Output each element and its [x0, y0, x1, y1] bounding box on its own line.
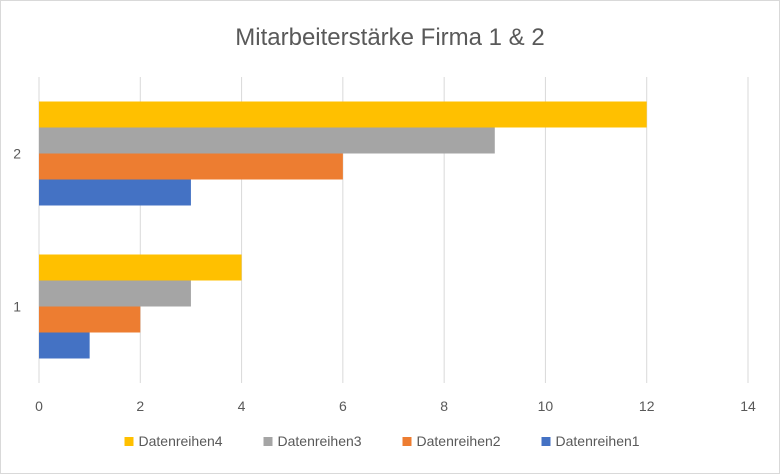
bar-Datenreihen1-cat-1 — [39, 332, 90, 359]
bar-Datenreihen2-cat-1 — [39, 306, 141, 333]
legend-swatch-Datenreihen4 — [124, 437, 134, 446]
legend-label-Datenreihen4: Datenreihen4 — [139, 433, 223, 449]
y-tick-label-1: 1 — [13, 299, 21, 315]
legend-swatch-Datenreihen3 — [263, 437, 273, 446]
x-axis-ticks: 0 2 4 6 8 10 12 14 — [35, 398, 756, 414]
legend-swatch-Datenreihen2 — [402, 437, 412, 446]
bar-Datenreihen4-cat-1 — [39, 254, 242, 281]
bars — [39, 101, 647, 359]
bar-Datenreihen4-cat-2 — [39, 101, 647, 128]
x-tick-label-12: 12 — [639, 398, 655, 414]
bar-Datenreihen1-cat-2 — [39, 179, 191, 206]
legend-swatch-Datenreihen1 — [541, 437, 551, 446]
x-tick-label-14: 14 — [740, 398, 756, 414]
bar-Datenreihen3-cat-1 — [39, 280, 191, 307]
x-tick-label-4: 4 — [238, 398, 246, 414]
bar-Datenreihen2-cat-2 — [39, 153, 343, 180]
x-tick-label-8: 8 — [440, 398, 448, 414]
x-tick-label-10: 10 — [538, 398, 554, 414]
legend-label-Datenreihen1: Datenreihen1 — [556, 433, 640, 449]
legend-label-Datenreihen3: Datenreihen3 — [278, 433, 362, 449]
legend: Datenreihen4 Datenreihen3 Datenreihen2 Date… — [124, 433, 640, 449]
x-tick-label-2: 2 — [136, 398, 144, 414]
chart-title: Mitarbeiterstärke Firma 1 & 2 — [235, 24, 544, 51]
y-tick-label-2: 2 — [13, 146, 21, 162]
legend-label-Datenreihen2: Datenreihen2 — [417, 433, 501, 449]
y-axis-ticks: 12 — [13, 146, 21, 315]
bar-Datenreihen3-cat-2 — [39, 127, 495, 154]
x-tick-label-0: 0 — [35, 398, 43, 414]
x-tick-label-6: 6 — [339, 398, 347, 414]
